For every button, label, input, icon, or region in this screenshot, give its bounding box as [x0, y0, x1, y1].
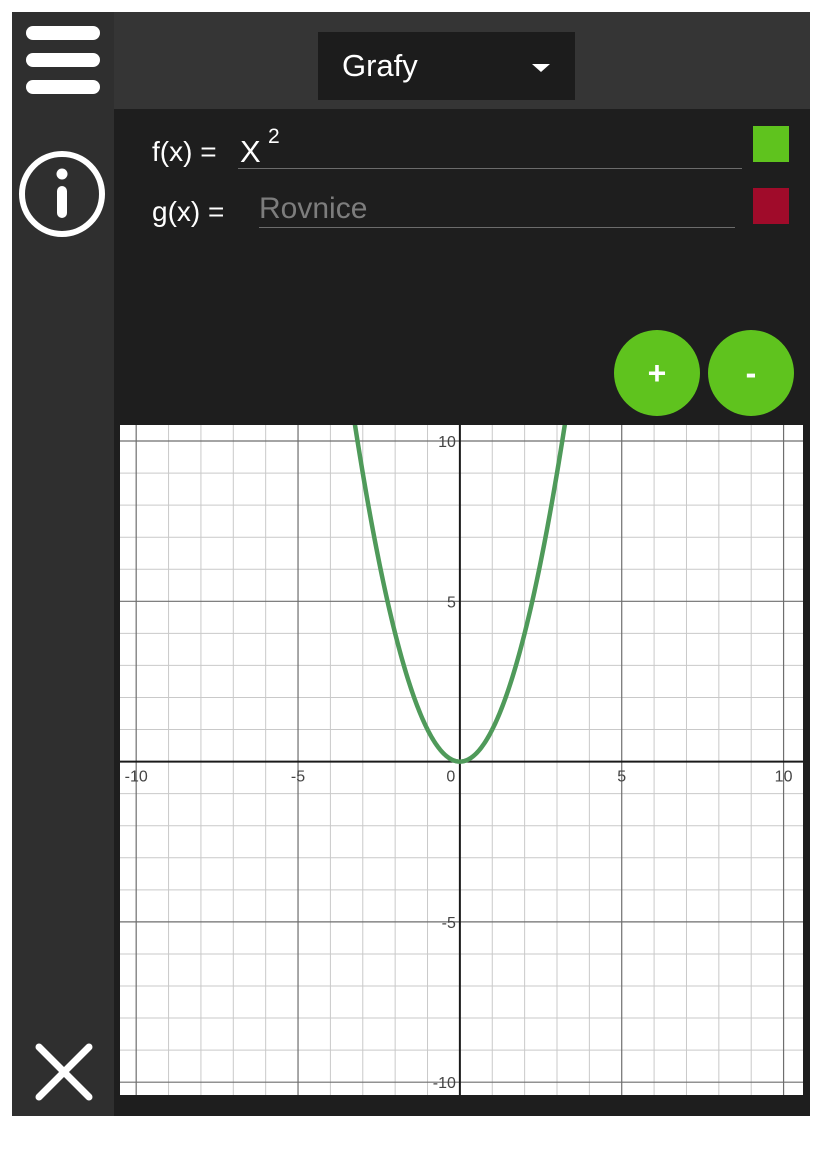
function-row-f: f(x) = X 2	[152, 125, 792, 172]
x-tick-label: -10	[125, 769, 148, 786]
function-f-label: f(x) =	[152, 136, 217, 167]
function-f-color-swatch[interactable]	[753, 126, 789, 162]
close-icon[interactable]	[34, 1042, 94, 1102]
mode-dropdown[interactable]: Grafy	[318, 32, 575, 100]
y-tick-label: 10	[438, 434, 456, 451]
x-tick-label: 0	[446, 769, 455, 786]
mode-dropdown-label: Grafy	[342, 48, 418, 83]
add-function-button[interactable]: +	[614, 330, 700, 416]
sidebar	[12, 12, 114, 1116]
function-g-label: g(x) =	[152, 196, 225, 227]
function-f-field[interactable]: X 2	[238, 125, 742, 169]
top-bar: Grafy	[114, 12, 810, 109]
app-window: Grafy f(x) = X 2 g(x) = + - -10 -5 0 5 10 10 5…	[12, 12, 810, 1116]
function-plot[interactable]: -10 -5 0 5 10 10 5 -5 -10	[120, 390, 803, 1095]
y-tick-label: -10	[433, 1075, 456, 1092]
function-curve	[347, 390, 572, 764]
function-row-g: g(x) =	[152, 188, 792, 232]
menu-icon[interactable]	[26, 24, 100, 96]
graph-panel[interactable]: -10 -5 0 5 10 10 5 -5 -10	[120, 390, 803, 1095]
y-tick-label: -5	[442, 915, 456, 932]
function-g-input[interactable]	[259, 190, 735, 228]
x-tick-label: 5	[617, 769, 626, 786]
function-f-exponent: 2	[268, 125, 280, 148]
remove-function-button[interactable]: -	[708, 330, 794, 416]
function-f-value: X	[240, 134, 261, 169]
info-icon[interactable]	[18, 150, 106, 238]
x-tick-label: 10	[775, 769, 793, 786]
chevron-down-icon	[532, 64, 550, 72]
function-g-color-swatch[interactable]	[753, 188, 789, 224]
y-tick-label: 5	[447, 594, 456, 611]
x-tick-label: -5	[291, 769, 305, 786]
